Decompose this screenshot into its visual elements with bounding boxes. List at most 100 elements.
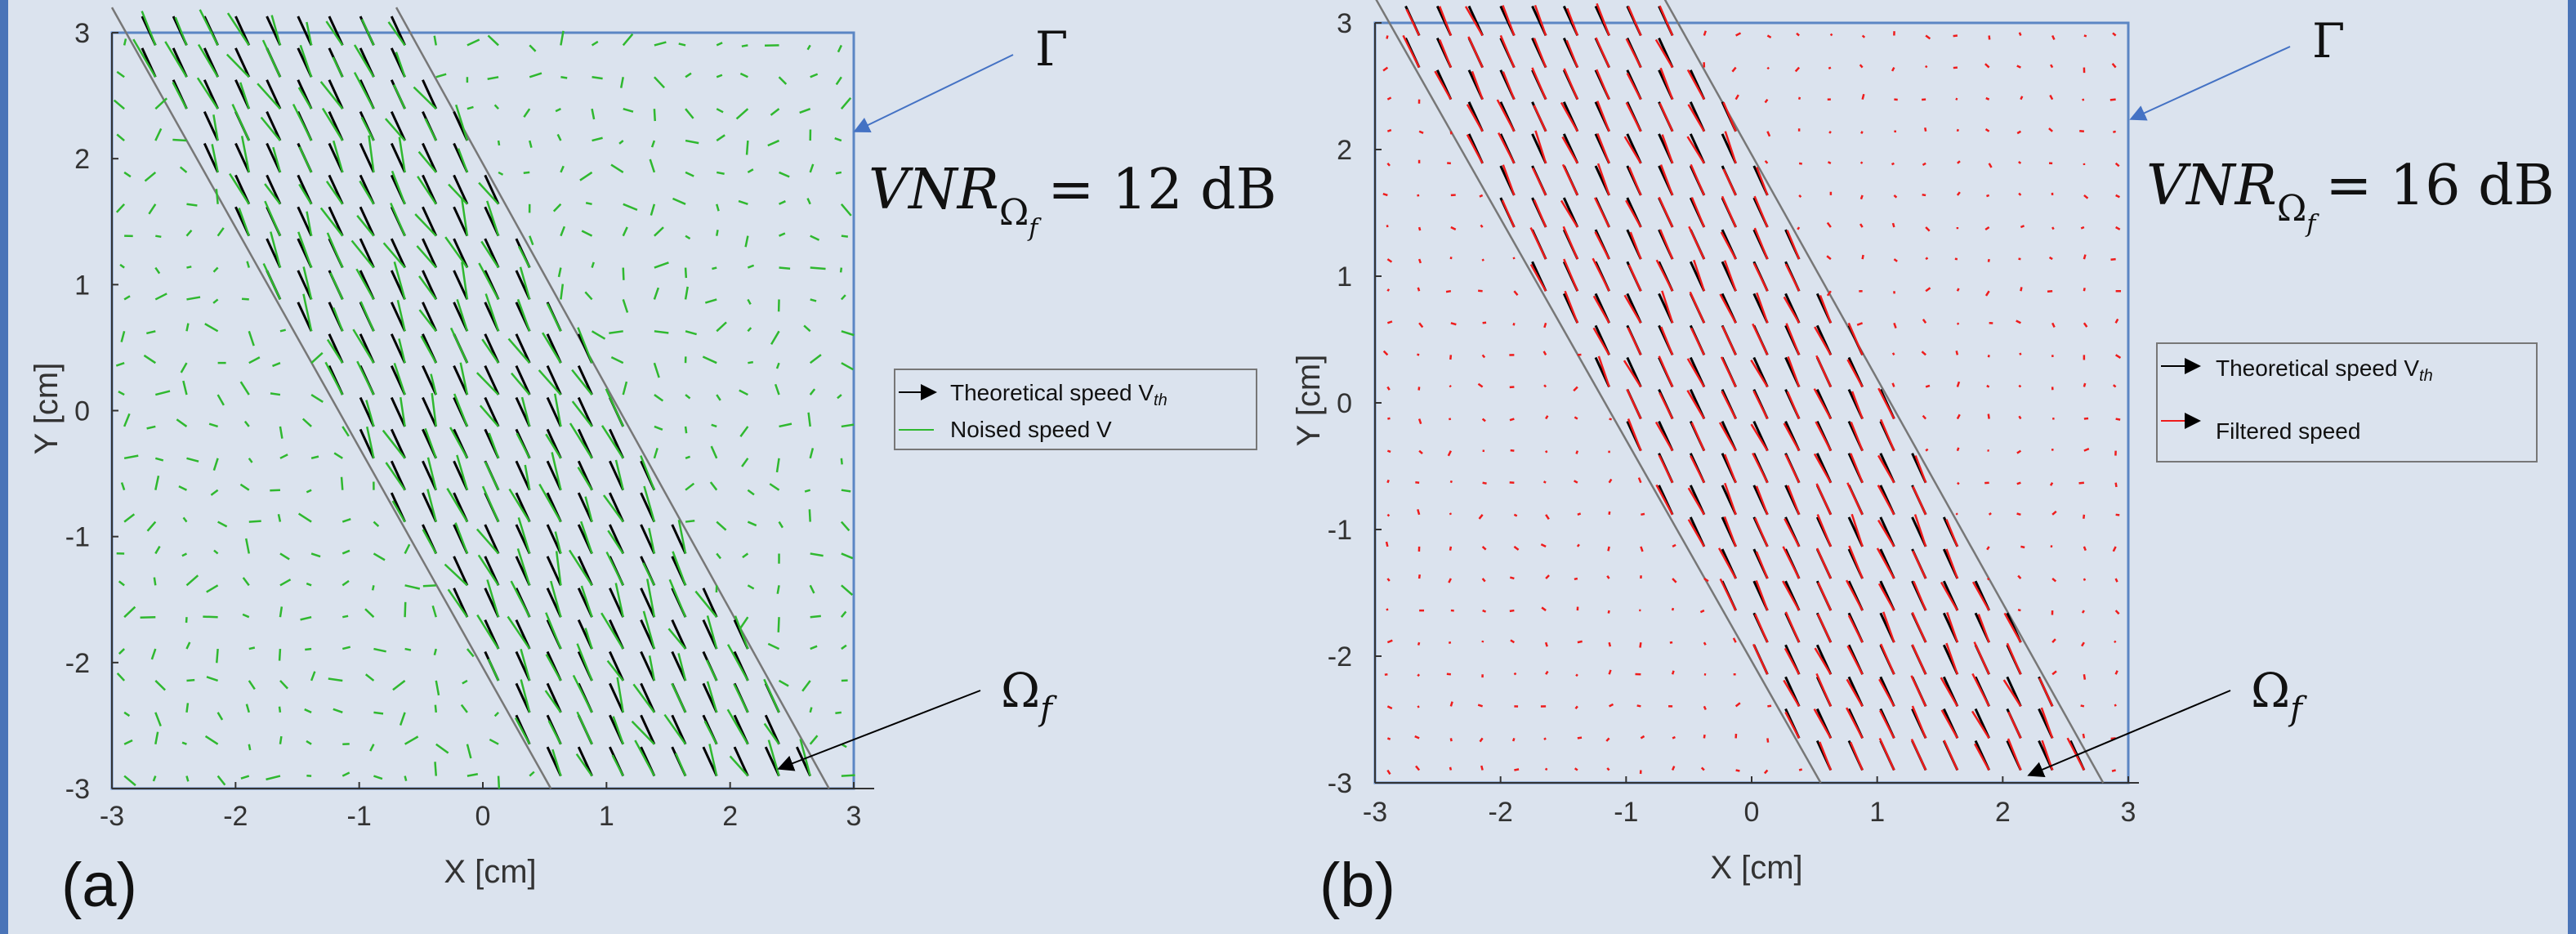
filtered-vector — [1783, 422, 1801, 452]
filtered-vector — [1882, 611, 1895, 643]
noised-vector — [248, 744, 252, 751]
noised-vector — [551, 452, 562, 490]
noised-vector — [325, 20, 344, 47]
noised-vector — [841, 423, 855, 428]
noised-vector — [248, 646, 256, 650]
filtered-vector — [1563, 68, 1579, 101]
filtered-vector — [1925, 384, 1931, 388]
noised-vector — [556, 133, 562, 141]
theoretical-vector — [609, 460, 625, 491]
filtered-vector — [1734, 94, 1739, 101]
filtered-vector — [2048, 256, 2053, 261]
noised-vector — [554, 531, 562, 554]
filtered-vector — [1752, 643, 1769, 675]
filtered-vector — [2083, 674, 2087, 680]
noised-vector — [123, 739, 133, 745]
noised-vector — [487, 658, 500, 682]
filtered-vector — [1544, 641, 1548, 647]
noised-vector — [622, 267, 625, 280]
filtered-vector — [2115, 418, 2121, 421]
filtered-vector — [1945, 548, 1959, 579]
noised-vector — [461, 261, 469, 300]
noised-vector — [310, 552, 321, 558]
filtered-vector — [1386, 320, 1393, 324]
vnr-b-annotation: VNRΩf= 16 dB — [2146, 154, 2555, 239]
theoretical-vector — [297, 206, 313, 237]
noised-vector — [206, 676, 219, 682]
filtered-vector — [1449, 385, 1452, 388]
filtered-vector — [1690, 327, 1706, 355]
noised-vector — [404, 584, 421, 590]
plot-b-legend: Theoretical speed Vth Filtered speed — [2156, 342, 2538, 463]
noised-vector — [186, 266, 192, 269]
filtered-vector — [1753, 227, 1769, 260]
filtered-vector — [2111, 63, 2117, 69]
filtered-vector — [1386, 288, 1391, 292]
filtered-vector — [2083, 546, 2087, 552]
filtered-vector — [1449, 766, 1453, 771]
filtered-vector — [1596, 69, 1610, 101]
noised-vector — [642, 610, 656, 650]
noised-vector — [591, 330, 606, 340]
filtered-vector — [2114, 162, 2120, 168]
filtered-vector — [1509, 418, 1515, 422]
noised-vector — [649, 159, 656, 173]
filtered-vector — [1956, 413, 1961, 420]
panel-a: -3 -2 -1 0 1 2 3 3 2 1 0 -1 -2 -3 X [cm] Y [cm] Theo… — [29, 7, 1277, 890]
filtered-vector — [1513, 545, 1520, 551]
noised-vector — [739, 616, 749, 629]
noised-vector — [841, 489, 851, 493]
filtered-vector — [1891, 222, 1895, 228]
noised-vector — [123, 171, 132, 178]
filtered-vector — [2050, 64, 2054, 69]
filtered-vector — [1783, 296, 1801, 324]
theoretical-vector — [671, 524, 687, 555]
filtered-vector — [1596, 163, 1610, 196]
filtered-vector — [1594, 231, 1610, 260]
noised-vector — [466, 648, 475, 658]
filtered-vector — [1787, 485, 1801, 516]
filtered-vector — [1561, 136, 1578, 164]
filtered-vector — [1385, 541, 1389, 547]
theoretical-vector — [640, 524, 656, 555]
noised-vector — [523, 171, 530, 174]
noised-vector — [553, 393, 562, 427]
filtered-vector — [1847, 322, 1864, 355]
filtered-vector — [1655, 484, 1674, 516]
filtered-vector — [2114, 578, 2118, 583]
filtered-vector — [1418, 449, 1423, 455]
noised-vector — [182, 380, 188, 395]
noised-vector — [460, 704, 468, 713]
noised-vector — [422, 584, 436, 588]
filtered-vector — [1510, 449, 1515, 452]
filtered-vector — [1671, 607, 1675, 611]
noised-vector — [300, 615, 312, 621]
filtered-vector — [1636, 704, 1641, 708]
filtered-vector — [1828, 66, 1832, 69]
filtered-vector — [2051, 670, 2057, 676]
filtered-vector — [1879, 418, 1895, 452]
filtered-vector — [2018, 415, 2022, 420]
filtered-vector — [1861, 254, 1864, 260]
x-tick-label: -1 — [1614, 797, 1638, 828]
filtered-vector — [1386, 449, 1391, 454]
filtered-vector — [1766, 34, 1772, 39]
noised-vector — [360, 19, 375, 46]
noised-vector — [123, 295, 131, 301]
filtered-vector — [2114, 354, 2122, 360]
noised-vector — [716, 321, 727, 333]
noised-vector — [226, 12, 250, 47]
filtered-vector — [1606, 767, 1610, 771]
filtered-vector — [1417, 508, 1421, 516]
noised-vector — [520, 648, 531, 682]
noised-vector — [321, 107, 344, 141]
filtered-vector — [1545, 574, 1550, 579]
noised-vector — [404, 735, 419, 745]
filtered-vector — [1637, 477, 1642, 484]
noised-vector — [123, 513, 136, 523]
noised-vector — [672, 197, 686, 205]
noised-vector — [270, 15, 282, 46]
noised-vector — [685, 139, 699, 145]
filtered-vector — [1988, 512, 1992, 516]
noised-vector — [763, 678, 780, 713]
